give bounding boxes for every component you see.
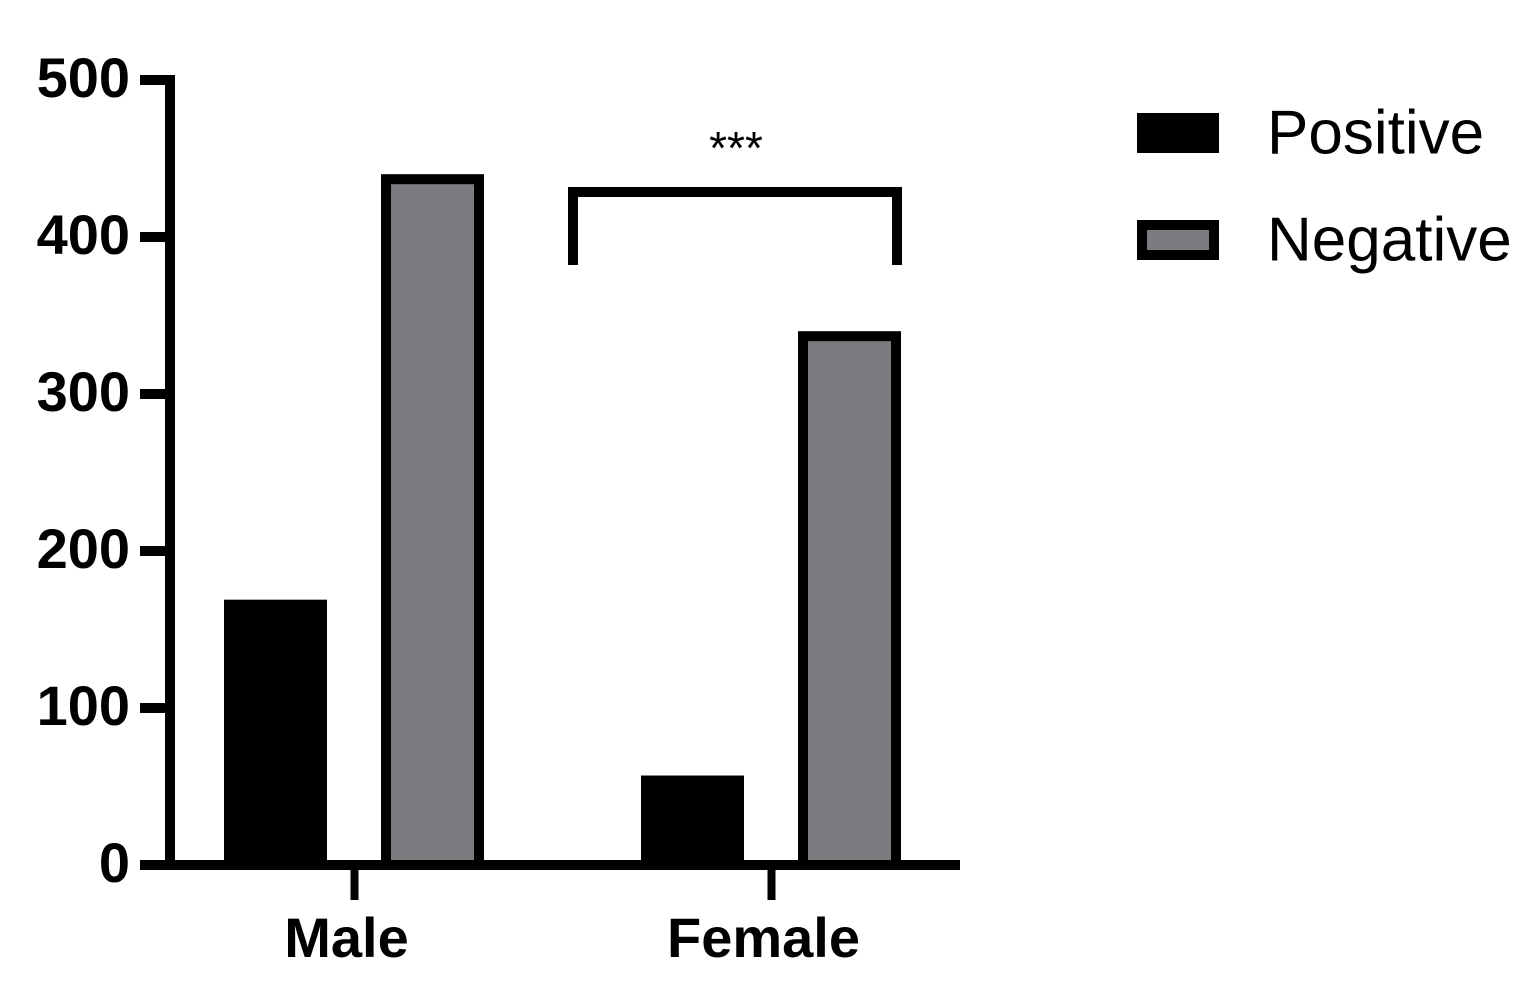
- y-tick-label: 100: [37, 674, 130, 737]
- bar: [798, 331, 901, 870]
- y-tick-label: 400: [37, 203, 130, 266]
- legend-label: Positive: [1267, 98, 1484, 167]
- legend-label: Negative: [1267, 205, 1512, 274]
- y-tick-label: 300: [37, 360, 130, 423]
- bar: [381, 174, 484, 870]
- y-tick-label: 500: [37, 46, 130, 109]
- x-tick-label: Female: [667, 906, 860, 969]
- bar: [641, 775, 744, 865]
- legend-swatch: [1137, 113, 1219, 153]
- annotation: ***: [709, 122, 763, 174]
- legend-swatch: [1137, 220, 1219, 260]
- x-tick-label: Male: [284, 906, 409, 969]
- y-tick-label: 200: [37, 517, 130, 580]
- significance-bracket: [568, 187, 902, 265]
- bar: [224, 599, 327, 865]
- y-tick-label: 0: [99, 831, 130, 894]
